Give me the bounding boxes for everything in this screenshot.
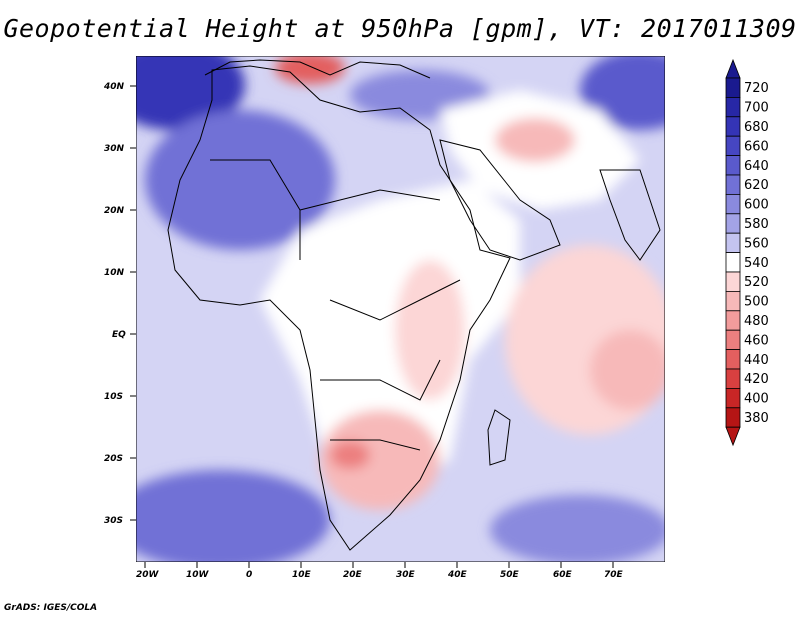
colorbar-label: 420	[744, 372, 769, 387]
low-field-east-africa	[395, 260, 465, 400]
lon-label: 40E	[447, 570, 468, 580]
colorbar-segment	[725, 252, 741, 273]
colorbar-segment	[725, 155, 741, 176]
colorbar-label: 480	[744, 314, 769, 329]
coastlines	[167, 59, 661, 551]
colorbar-label: 700	[744, 101, 769, 116]
lat-label: 20N	[104, 206, 125, 216]
colorbar-label: 400	[744, 392, 769, 407]
colorbar-segment	[725, 349, 741, 370]
high-field-northwest	[136, 56, 245, 130]
colorbar-bottom-arrow	[725, 426, 741, 447]
colorbar-segment	[725, 77, 741, 98]
colorbar-segment	[725, 329, 741, 351]
lat-label: 10S	[104, 392, 123, 402]
colorbar-segment	[725, 387, 741, 409]
colorbar-label: 500	[744, 295, 769, 310]
high-field-southwest	[136, 470, 330, 562]
colorbar-label: 540	[744, 256, 769, 271]
colorbar-segment	[725, 174, 741, 195]
lon-label: 20W	[136, 570, 160, 580]
colorbar-label: 620	[744, 178, 769, 193]
high-field-sahara	[145, 110, 335, 250]
lat-label: 30N	[104, 144, 125, 154]
colorbar-label: 680	[744, 120, 769, 135]
colorbar-label: 600	[744, 198, 769, 213]
colorbar: 720 700 680 660 640 620 600 580 560 540 520 500 480 4…	[725, 58, 769, 447]
colorbar-label: 440	[744, 353, 769, 368]
colorbar-label: 560	[744, 236, 769, 251]
colorbar-segment	[725, 290, 741, 312]
lon-label: 0	[246, 570, 252, 580]
colorbar-segment	[725, 407, 741, 428]
colorbar-segment	[725, 310, 741, 331]
lon-label: 70E	[604, 570, 624, 580]
colorbar-label: 660	[744, 139, 769, 154]
colorbar-label: 720	[744, 81, 769, 96]
lon-label: 50E	[500, 570, 520, 580]
lat-label: 40N	[103, 82, 125, 92]
colorbar-label: 460	[744, 333, 769, 348]
low-field-kalahari	[330, 441, 370, 469]
colorbar-segment	[725, 368, 741, 389]
colorbar-segment	[725, 193, 741, 215]
lon-label: 60E	[553, 570, 573, 580]
low-field-alps	[275, 56, 345, 84]
latitude-labels: 40N 30N 20N 10N EQ 10S 20S 30S	[103, 82, 126, 526]
lat-label: 20S	[104, 454, 123, 464]
lon-label: 20E	[343, 570, 363, 580]
map-plot	[136, 56, 665, 562]
lon-label: 10W	[186, 570, 210, 580]
colorbar-label: 520	[744, 275, 769, 290]
lat-label: 10N	[104, 268, 125, 278]
colorbar-top-arrow	[725, 58, 741, 79]
colorbar-segment	[725, 97, 741, 118]
lat-label: 30S	[104, 516, 123, 526]
lon-label: 30E	[396, 570, 416, 580]
chart-title: Geopotential Height at 950hPa [gpm], VT:…	[3, 14, 797, 43]
colorbar-segment	[725, 232, 741, 253]
high-field-northeast	[580, 56, 665, 130]
lat-label: EQ	[112, 330, 126, 340]
colorbar-label: 380	[744, 411, 769, 426]
high-field-southeast	[490, 495, 665, 562]
low-field-southern-africa	[320, 410, 440, 510]
low-field-indian-ocean-inner	[590, 330, 665, 410]
colorbar-segment	[725, 271, 741, 292]
footer-credit: GrADS: IGES/COLA	[4, 603, 98, 613]
colorbar-label: 580	[744, 217, 769, 232]
low-field-iran	[495, 118, 575, 162]
colorbar-segment	[725, 135, 741, 156]
colorbar-segment	[725, 116, 741, 137]
neutral-field-africa	[260, 180, 520, 500]
longitude-labels: 20W 10W 0 10E 20E 30E 40E 50E 60E 70E	[136, 570, 624, 580]
lon-label: 10E	[292, 570, 312, 580]
colorbar-label: 640	[744, 159, 769, 174]
colorbar-segment	[725, 213, 741, 234]
